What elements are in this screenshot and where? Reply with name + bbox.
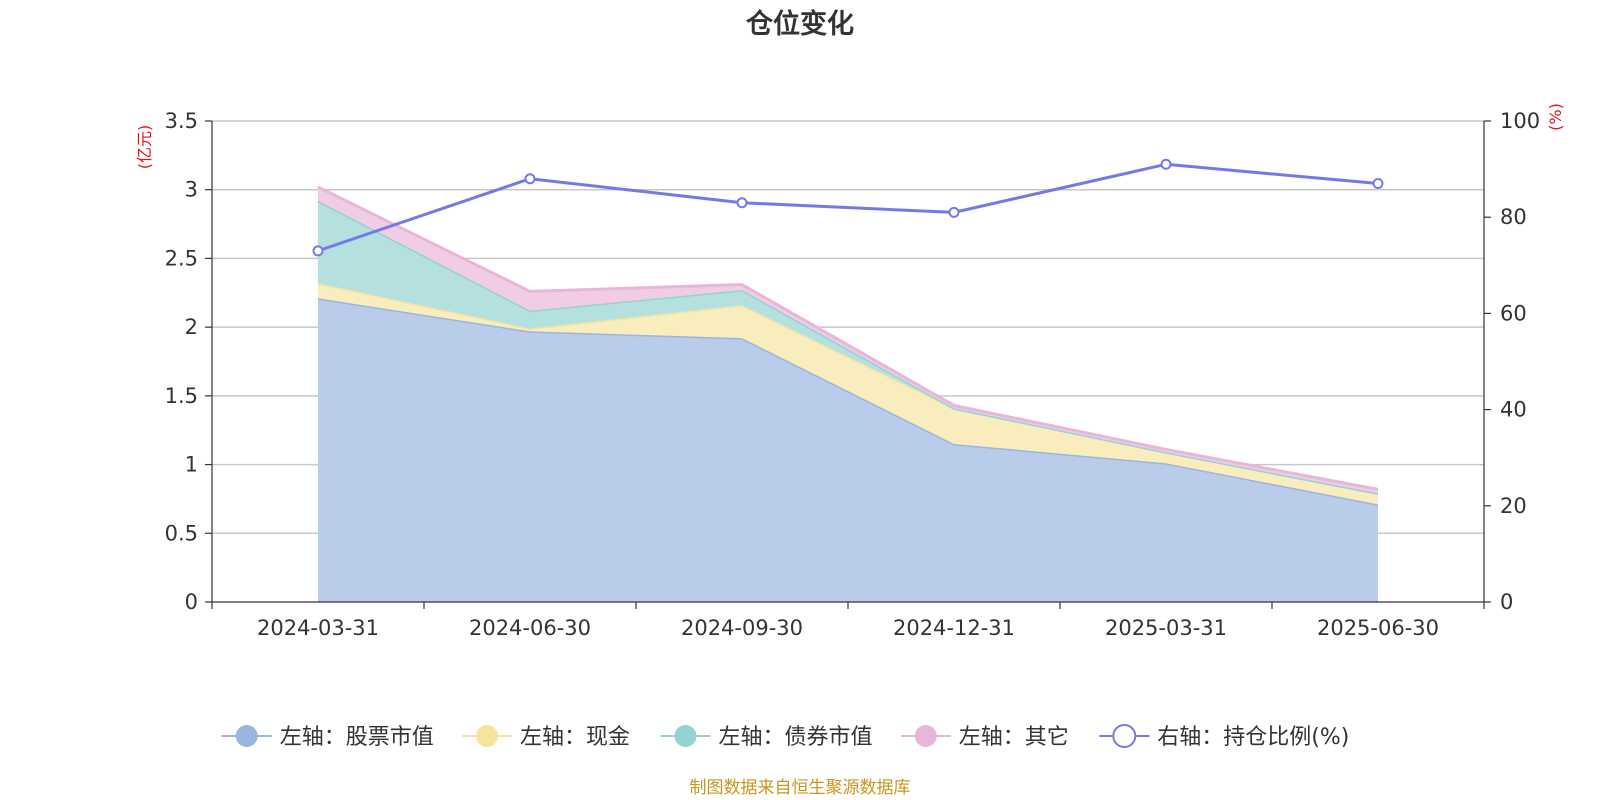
area-series-1	[318, 283, 1378, 505]
left-tick-label: 3.5	[165, 109, 198, 133]
x-tick-label: 2024-12-31	[893, 616, 1015, 640]
legend-label: 左轴：其它	[959, 725, 1069, 750]
source-note: 制图数据来自恒生聚源数据库	[690, 778, 911, 798]
legend-item-2[interactable]: 左轴：债券市值	[660, 725, 873, 750]
left-tick-label: 3	[185, 178, 198, 202]
legend-item-4[interactable]: 右轴：持仓比例(%)	[1099, 724, 1349, 750]
right-tick-label: 0	[1500, 590, 1513, 614]
ratio-point	[312, 245, 324, 257]
right-axis-unit: (%)	[1546, 103, 1565, 131]
left-tick-label: 1.5	[165, 384, 198, 408]
x-tick-label: 2024-06-30	[469, 616, 591, 640]
legend-label: 左轴：现金	[520, 725, 630, 750]
legend-label: 左轴：股票市值	[280, 725, 434, 750]
legend-marker	[476, 725, 498, 747]
legend-item-3[interactable]: 左轴：其它	[900, 725, 1069, 750]
right-tick-label: 20	[1500, 494, 1527, 518]
legend-marker	[1112, 724, 1137, 748]
legend-marker	[674, 725, 697, 747]
ratio-point	[1160, 158, 1172, 170]
left-tick-label: 2.5	[165, 246, 198, 270]
right-tick-label: 60	[1500, 301, 1527, 325]
axes: 0 0.5 1 1.5 2 2.5 3 3.5 0 20 40 60 80 100 2024-03-31 20…	[165, 109, 1541, 640]
stacked-areas	[317, 185, 1379, 602]
legend-marker	[235, 725, 258, 747]
x-tick-label: 2025-06-30	[1317, 616, 1439, 640]
x-tick-label: 2024-09-30	[681, 616, 803, 640]
legend-item-0[interactable]: 左轴：股票市值	[221, 725, 434, 750]
x-tick-label: 2025-03-31	[1105, 616, 1227, 640]
ratio-point	[948, 206, 960, 218]
legend-label: 右轴：持仓比例(%)	[1157, 725, 1349, 750]
left-axis-unit: (亿元)	[135, 125, 154, 170]
right-tick-label: 100	[1500, 109, 1540, 133]
legend-item-1[interactable]: 左轴：现金	[462, 725, 630, 750]
ratio-line	[317, 162, 1379, 253]
left-tick-label: 1	[185, 453, 198, 477]
chart-title: 仓位变化	[745, 8, 854, 40]
ratio-point	[736, 197, 748, 209]
legend: 左轴：股票市值 左轴：现金 左轴：债券市值 左轴：其它 右轴：持仓比例(%)	[221, 724, 1349, 750]
left-tick-label: 0	[185, 590, 198, 614]
x-tick-label: 2024-03-31	[257, 616, 379, 640]
right-tick-label: 80	[1500, 205, 1527, 229]
right-tick-label: 40	[1500, 398, 1527, 422]
ratio-line-layer	[312, 158, 1384, 257]
area-edge-series-3	[317, 185, 1379, 491]
legend-marker	[914, 725, 937, 747]
area-series-0	[318, 298, 1378, 602]
left-tick-label: 2	[185, 315, 198, 339]
ratio-point	[1372, 178, 1384, 190]
ratio-point	[524, 173, 536, 185]
left-tick-label: 0.5	[165, 521, 198, 545]
legend-label: 左轴：债券市值	[719, 725, 873, 750]
